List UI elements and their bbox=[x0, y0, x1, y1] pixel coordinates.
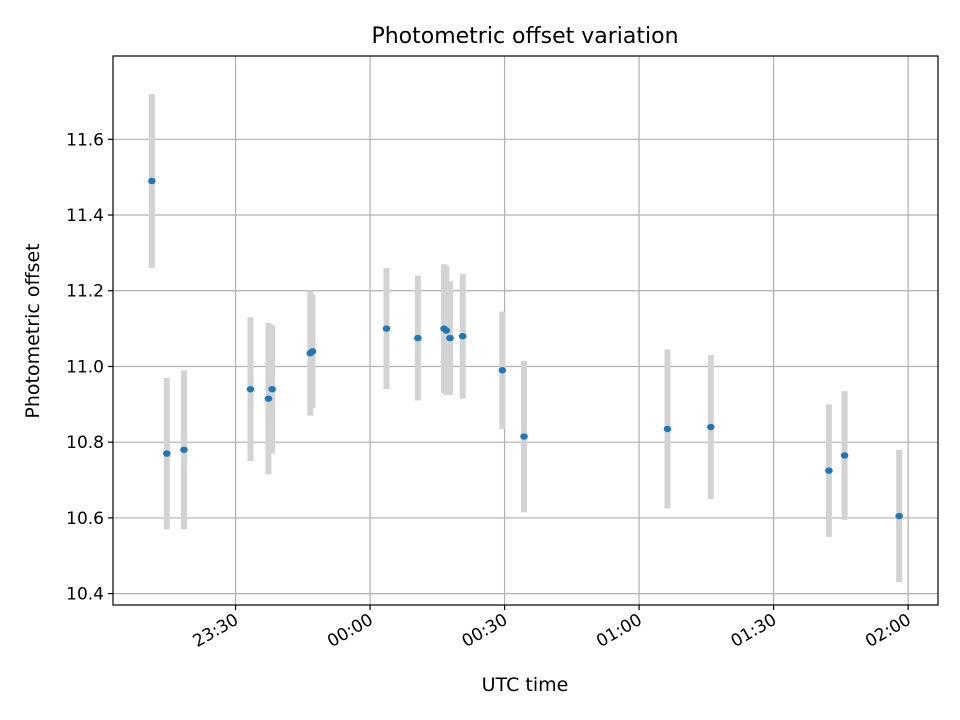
data-point bbox=[308, 348, 317, 355]
data-point bbox=[663, 425, 672, 433]
data-point bbox=[148, 177, 156, 185]
data-point bbox=[446, 334, 454, 342]
data-point bbox=[268, 385, 276, 393]
y-tick-label: 10.6 bbox=[66, 509, 104, 529]
y-axis-ticks: 10.4 10.6 10.8 11.0 11.2 11.4 11.6 bbox=[66, 130, 113, 605]
y-tick-label: 11.4 bbox=[66, 206, 104, 226]
data-point bbox=[825, 467, 833, 474]
data-point bbox=[498, 367, 507, 374]
data-point bbox=[264, 395, 273, 402]
data-point bbox=[840, 452, 849, 459]
data-point bbox=[458, 332, 467, 340]
data-point bbox=[180, 446, 188, 453]
y-tick-label: 11.0 bbox=[66, 357, 104, 377]
y-tick-label: 10.8 bbox=[66, 433, 104, 453]
x-axis-label: UTC time bbox=[482, 674, 569, 696]
data-point bbox=[707, 423, 715, 431]
y-axis-label: Photometric offset bbox=[22, 243, 44, 418]
data-point bbox=[442, 327, 451, 334]
data-point bbox=[163, 450, 171, 457]
data-point bbox=[520, 433, 528, 440]
data-point bbox=[895, 512, 903, 520]
data-point bbox=[246, 385, 255, 393]
data-point bbox=[382, 325, 391, 332]
chart-title: Photometric offset variation bbox=[371, 24, 678, 49]
y-tick-label: 11.6 bbox=[66, 130, 104, 150]
data-point bbox=[414, 334, 422, 342]
y-tick-label: 10.4 bbox=[66, 585, 104, 605]
y-tick-label: 11.2 bbox=[66, 282, 104, 302]
plot-frame bbox=[112, 55, 939, 606]
data-points bbox=[148, 177, 903, 520]
